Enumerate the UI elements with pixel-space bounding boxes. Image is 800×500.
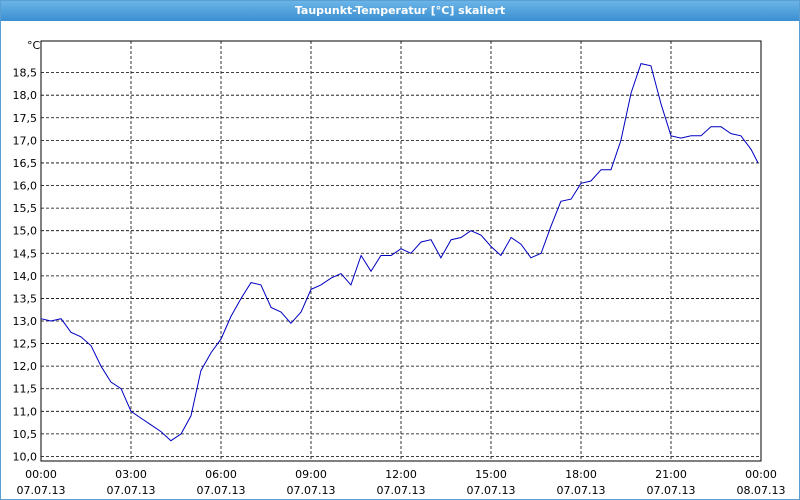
y-tick-label: 16,0 <box>13 180 38 193</box>
y-tick-label: 10,0 <box>13 450 38 463</box>
x-tick-label: 18:00 <box>565 468 597 481</box>
x-tick-date: 07.07.13 <box>557 484 606 497</box>
x-tick-date: 07.07.13 <box>107 484 156 497</box>
line <box>40 63 759 442</box>
x-tick-date: 07.07.13 <box>377 484 426 497</box>
x-tick-date: 07.07.13 <box>17 484 66 497</box>
x-tick-label: 00:00 <box>25 468 57 481</box>
x-tick-date: 07.07.13 <box>647 484 696 497</box>
y-tick-label: 11,0 <box>13 405 38 418</box>
y-tick-label: 10,5 <box>13 428 38 441</box>
y-tick-label: 11,5 <box>13 383 38 396</box>
y-tick-label: 15,5 <box>13 202 38 215</box>
y-tick-label: 13,0 <box>13 315 38 328</box>
x-tick-date: 07.07.13 <box>287 484 336 497</box>
y-tick-label: 17,5 <box>13 112 38 125</box>
y-axis-unit: °C <box>27 39 41 52</box>
chart: °C 10,0 10,5 11,0 11,5 12,0 12,5 13,0 13,5 14,0 14… <box>13 39 786 497</box>
x-tick-label: 03:00 <box>115 468 147 481</box>
x-tick-label: 06:00 <box>205 468 237 481</box>
y-tick-label: 18,5 <box>13 67 38 80</box>
x-tick-label: 12:00 <box>385 468 417 481</box>
y-tick-label: 16,5 <box>13 157 38 170</box>
x-tick-date: 08.07.13 <box>737 484 786 497</box>
x-tick-date: 07.07.13 <box>467 484 516 497</box>
y-tick-label: 12,0 <box>13 360 38 373</box>
x-tick-label: 15:00 <box>475 468 507 481</box>
y-tick-label: 17,0 <box>13 134 38 147</box>
y-tick-label: 15,0 <box>13 225 38 238</box>
x-tick-label: 09:00 <box>295 468 327 481</box>
x-tick-label: 00:00 <box>745 468 777 481</box>
y-tick-label: 14,5 <box>13 247 38 260</box>
y-tick-label: 18,0 <box>13 89 38 102</box>
x-tick-date: 07.07.13 <box>197 484 246 497</box>
x-tick-label: 21:00 <box>655 468 687 481</box>
y-tick-label: 14,0 <box>13 270 38 283</box>
plot-frame <box>40 40 762 462</box>
y-tick-label: 12,5 <box>13 338 38 351</box>
y-tick-label: 13,5 <box>13 292 38 305</box>
title-bar: Taupunkt-Temperatur [°C] skaliert <box>1 1 799 21</box>
